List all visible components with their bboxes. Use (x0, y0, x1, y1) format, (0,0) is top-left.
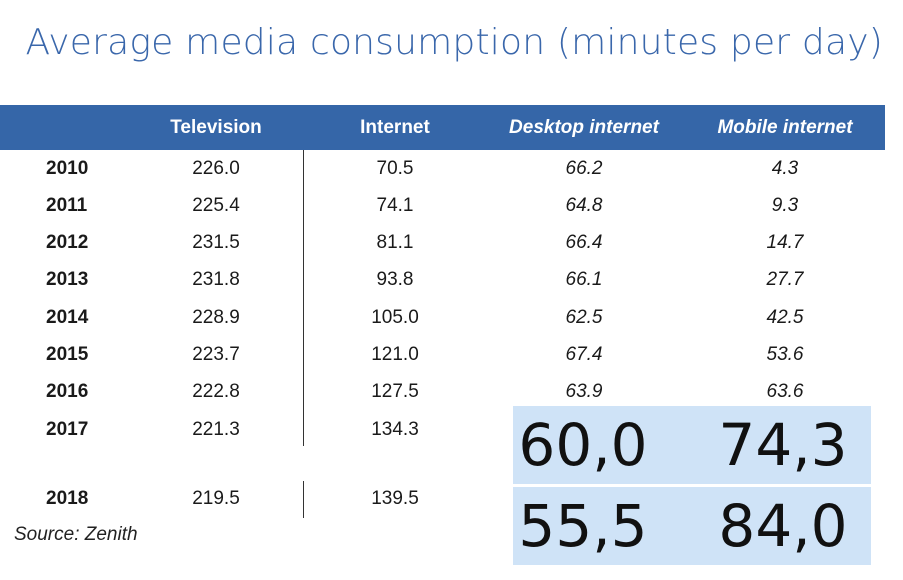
table-row: 2015 223.7 121.0 67.4 53.6 (0, 337, 885, 373)
table-row: 2016 222.8 127.5 63.9 63.6 (0, 374, 885, 410)
highlight-box-2017: 60,0 74,3 (513, 406, 871, 484)
table-header: Television Internet Desktop internet Mob… (0, 105, 885, 150)
mobile-internet-cell: 63.6 (766, 381, 804, 402)
table-row: 2010 226.0 70.5 66.2 4.3 (0, 151, 885, 187)
desktop-internet-cell: 66.1 (565, 269, 603, 290)
table-row: 2018 219.5 139.5 (0, 481, 885, 517)
mobile-internet-cell: 27.7 (766, 269, 804, 290)
source-note: Source: Zenith (14, 524, 138, 545)
table-row: 2014 228.9 105.0 62.5 42.5 (0, 300, 885, 336)
internet-cell: 74.1 (376, 195, 414, 216)
highlight-box-2018: 55,5 84,0 (513, 487, 871, 565)
internet-cell: 127.5 (371, 381, 419, 402)
television-cell: 222.8 (192, 381, 240, 402)
television-cell: 231.8 (192, 269, 240, 290)
desktop-internet-cell: 66.4 (565, 232, 603, 253)
year-cell: 2016 (46, 381, 89, 402)
header-television: Television (170, 117, 262, 138)
table-row: 2012 231.5 81.1 66.4 14.7 (0, 225, 885, 261)
mobile-internet-cell: 53.6 (766, 344, 804, 365)
mobile-internet-cell: 42.5 (766, 307, 804, 328)
internet-cell: 134.3 (371, 419, 419, 440)
television-cell: 219.5 (192, 488, 240, 509)
big-desktop-2017: 60,0 (518, 411, 648, 479)
internet-cell: 93.8 (376, 269, 414, 290)
desktop-internet-cell: 64.8 (565, 195, 603, 216)
table-row: 2013 231.8 93.8 66.1 27.7 (0, 262, 885, 298)
year-cell: 2014 (46, 307, 89, 328)
television-cell: 226.0 (192, 158, 240, 179)
internet-cell: 81.1 (376, 232, 414, 253)
television-cell: 231.5 (192, 232, 240, 253)
big-desktop-2018: 55,5 (518, 492, 648, 560)
year-cell: 2015 (46, 344, 89, 365)
year-cell: 2018 (46, 488, 89, 509)
mobile-internet-cell: 14.7 (766, 232, 804, 253)
year-cell: 2010 (46, 158, 89, 179)
desktop-internet-cell: 66.2 (565, 158, 603, 179)
television-cell: 223.7 (192, 344, 240, 365)
mobile-internet-cell: 9.3 (771, 195, 799, 216)
table-row: 2017 221.3 134.3 (0, 412, 885, 448)
header-desktop-internet: Desktop internet (509, 117, 659, 138)
year-cell: 2012 (46, 232, 89, 253)
mobile-internet-cell: 4.3 (771, 158, 799, 179)
internet-cell: 105.0 (371, 307, 419, 328)
television-cell: 225.4 (192, 195, 240, 216)
big-mobile-2017: 74,3 (718, 411, 848, 479)
television-cell: 228.9 (192, 307, 240, 328)
desktop-internet-cell: 62.5 (565, 307, 603, 328)
year-cell: 2011 (46, 195, 88, 216)
internet-cell: 139.5 (371, 488, 419, 509)
year-cell: 2017 (46, 419, 89, 440)
big-mobile-2018: 84,0 (718, 492, 848, 560)
column-divider-lower (303, 481, 304, 518)
internet-cell: 121.0 (371, 344, 419, 365)
header-internet: Internet (360, 117, 430, 138)
television-cell: 221.3 (192, 419, 240, 440)
table-row: 2011 225.4 74.1 64.8 9.3 (0, 188, 885, 224)
column-divider-upper (303, 150, 304, 446)
year-cell: 2013 (46, 269, 89, 290)
desktop-internet-cell: 63.9 (565, 381, 603, 402)
chart-title: Average media consumption (minutes per d… (25, 22, 883, 63)
desktop-internet-cell: 67.4 (565, 344, 603, 365)
internet-cell: 70.5 (376, 158, 414, 179)
header-mobile-internet: Mobile internet (717, 117, 853, 138)
